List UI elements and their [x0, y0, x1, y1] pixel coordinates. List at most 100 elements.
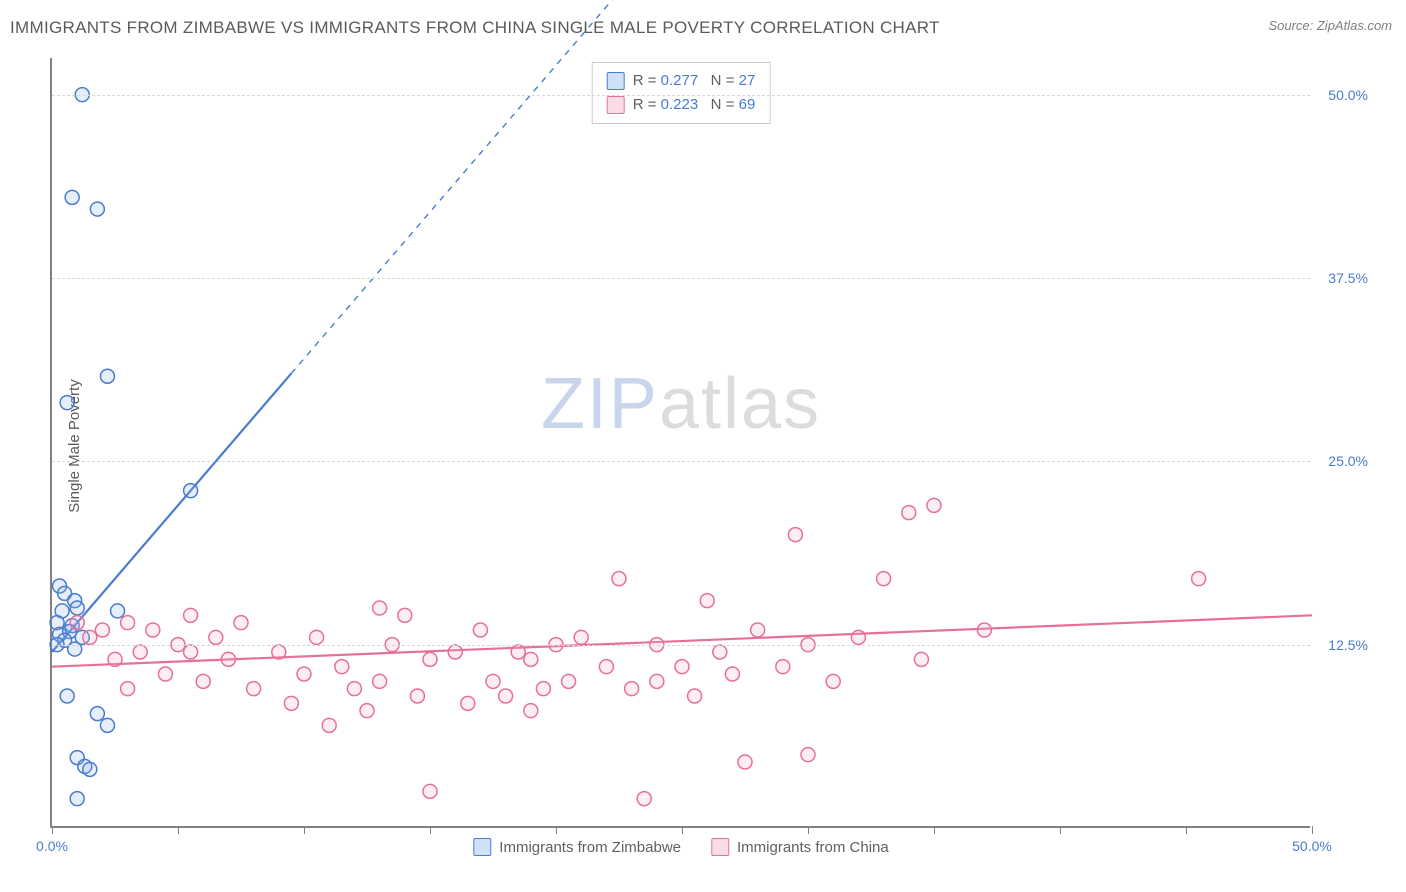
point-china: [347, 682, 361, 696]
y-tick-label: 25.0%: [1328, 453, 1368, 469]
point-zimbabwe: [60, 396, 74, 410]
x-tick: [934, 826, 935, 834]
point-china: [776, 660, 790, 674]
point-china: [562, 674, 576, 688]
point-zimbabwe: [100, 369, 114, 383]
trend-line-zimbabwe: [52, 373, 291, 652]
trend-dash-zimbabwe: [291, 0, 682, 373]
legend-item: Immigrants from Zimbabwe: [473, 838, 681, 856]
point-zimbabwe: [65, 190, 79, 204]
point-china: [284, 696, 298, 710]
legend-swatch: [473, 838, 491, 856]
point-china: [121, 682, 135, 696]
point-china: [751, 623, 765, 637]
point-china: [927, 498, 941, 512]
point-china: [133, 645, 147, 659]
x-tick: [304, 826, 305, 834]
point-china: [108, 652, 122, 666]
point-china: [70, 616, 84, 630]
chart-title: IMMIGRANTS FROM ZIMBABWE VS IMMIGRANTS F…: [10, 18, 940, 38]
point-china: [373, 674, 387, 688]
point-zimbabwe: [83, 762, 97, 776]
point-china: [914, 652, 928, 666]
point-china: [448, 645, 462, 659]
x-tick: [52, 826, 53, 834]
point-china: [247, 682, 261, 696]
point-china: [184, 645, 198, 659]
point-china: [486, 674, 500, 688]
point-china: [688, 689, 702, 703]
point-china: [511, 645, 525, 659]
point-china: [524, 704, 538, 718]
point-china: [738, 755, 752, 769]
point-china: [423, 652, 437, 666]
gridline: [52, 645, 1310, 646]
gridline: [52, 461, 1310, 462]
point-china: [121, 616, 135, 630]
point-china: [83, 630, 97, 644]
point-china: [322, 718, 336, 732]
x-tick-label: 0.0%: [36, 838, 68, 854]
series-legend: Immigrants from Zimbabwe Immigrants from …: [473, 838, 888, 856]
legend-label: Immigrants from Zimbabwe: [499, 839, 681, 856]
point-zimbabwe: [90, 707, 104, 721]
source-label: Source: ZipAtlas.com: [1268, 18, 1392, 33]
point-china: [877, 572, 891, 586]
scatter-svg: [52, 58, 1310, 826]
y-tick-label: 37.5%: [1328, 270, 1368, 286]
point-china: [725, 667, 739, 681]
point-china: [398, 608, 412, 622]
point-china: [977, 623, 991, 637]
point-zimbabwe: [90, 202, 104, 216]
point-china: [851, 630, 865, 644]
point-china: [373, 601, 387, 615]
point-zimbabwe: [60, 689, 74, 703]
point-china: [788, 528, 802, 542]
point-china: [801, 748, 815, 762]
plot-area: ZIPatlas R = 0.277 N = 27R = 0.223 N = 6…: [50, 58, 1310, 828]
point-zimbabwe: [184, 484, 198, 498]
point-zimbabwe: [70, 792, 84, 806]
point-china: [184, 608, 198, 622]
point-china: [310, 630, 324, 644]
chart-container: IMMIGRANTS FROM ZIMBABWE VS IMMIGRANTS F…: [0, 0, 1406, 892]
gridline: [52, 95, 1310, 96]
point-china: [423, 784, 437, 798]
point-zimbabwe: [111, 604, 125, 618]
x-tick: [808, 826, 809, 834]
point-china: [410, 689, 424, 703]
point-china: [625, 682, 639, 696]
point-china: [196, 674, 210, 688]
point-china: [146, 623, 160, 637]
x-tick: [1312, 826, 1313, 834]
point-china: [713, 645, 727, 659]
point-china: [499, 689, 513, 703]
point-china: [536, 682, 550, 696]
point-china: [234, 616, 248, 630]
point-china: [95, 623, 109, 637]
x-tick: [682, 826, 683, 834]
point-china: [826, 674, 840, 688]
x-tick: [1186, 826, 1187, 834]
point-china: [272, 645, 286, 659]
point-china: [524, 652, 538, 666]
x-tick: [1060, 826, 1061, 834]
legend-item: Immigrants from China: [711, 838, 889, 856]
point-zimbabwe: [70, 601, 84, 615]
legend-label: Immigrants from China: [737, 839, 889, 856]
legend-swatch: [711, 838, 729, 856]
x-tick: [178, 826, 179, 834]
y-tick-label: 50.0%: [1328, 87, 1368, 103]
gridline: [52, 278, 1310, 279]
point-china: [360, 704, 374, 718]
point-china: [574, 630, 588, 644]
y-tick-label: 12.5%: [1328, 637, 1368, 653]
point-china: [221, 652, 235, 666]
point-china: [297, 667, 311, 681]
point-china: [1192, 572, 1206, 586]
point-china: [461, 696, 475, 710]
point-china: [209, 630, 223, 644]
point-china: [599, 660, 613, 674]
point-china: [335, 660, 349, 674]
point-zimbabwe: [100, 718, 114, 732]
